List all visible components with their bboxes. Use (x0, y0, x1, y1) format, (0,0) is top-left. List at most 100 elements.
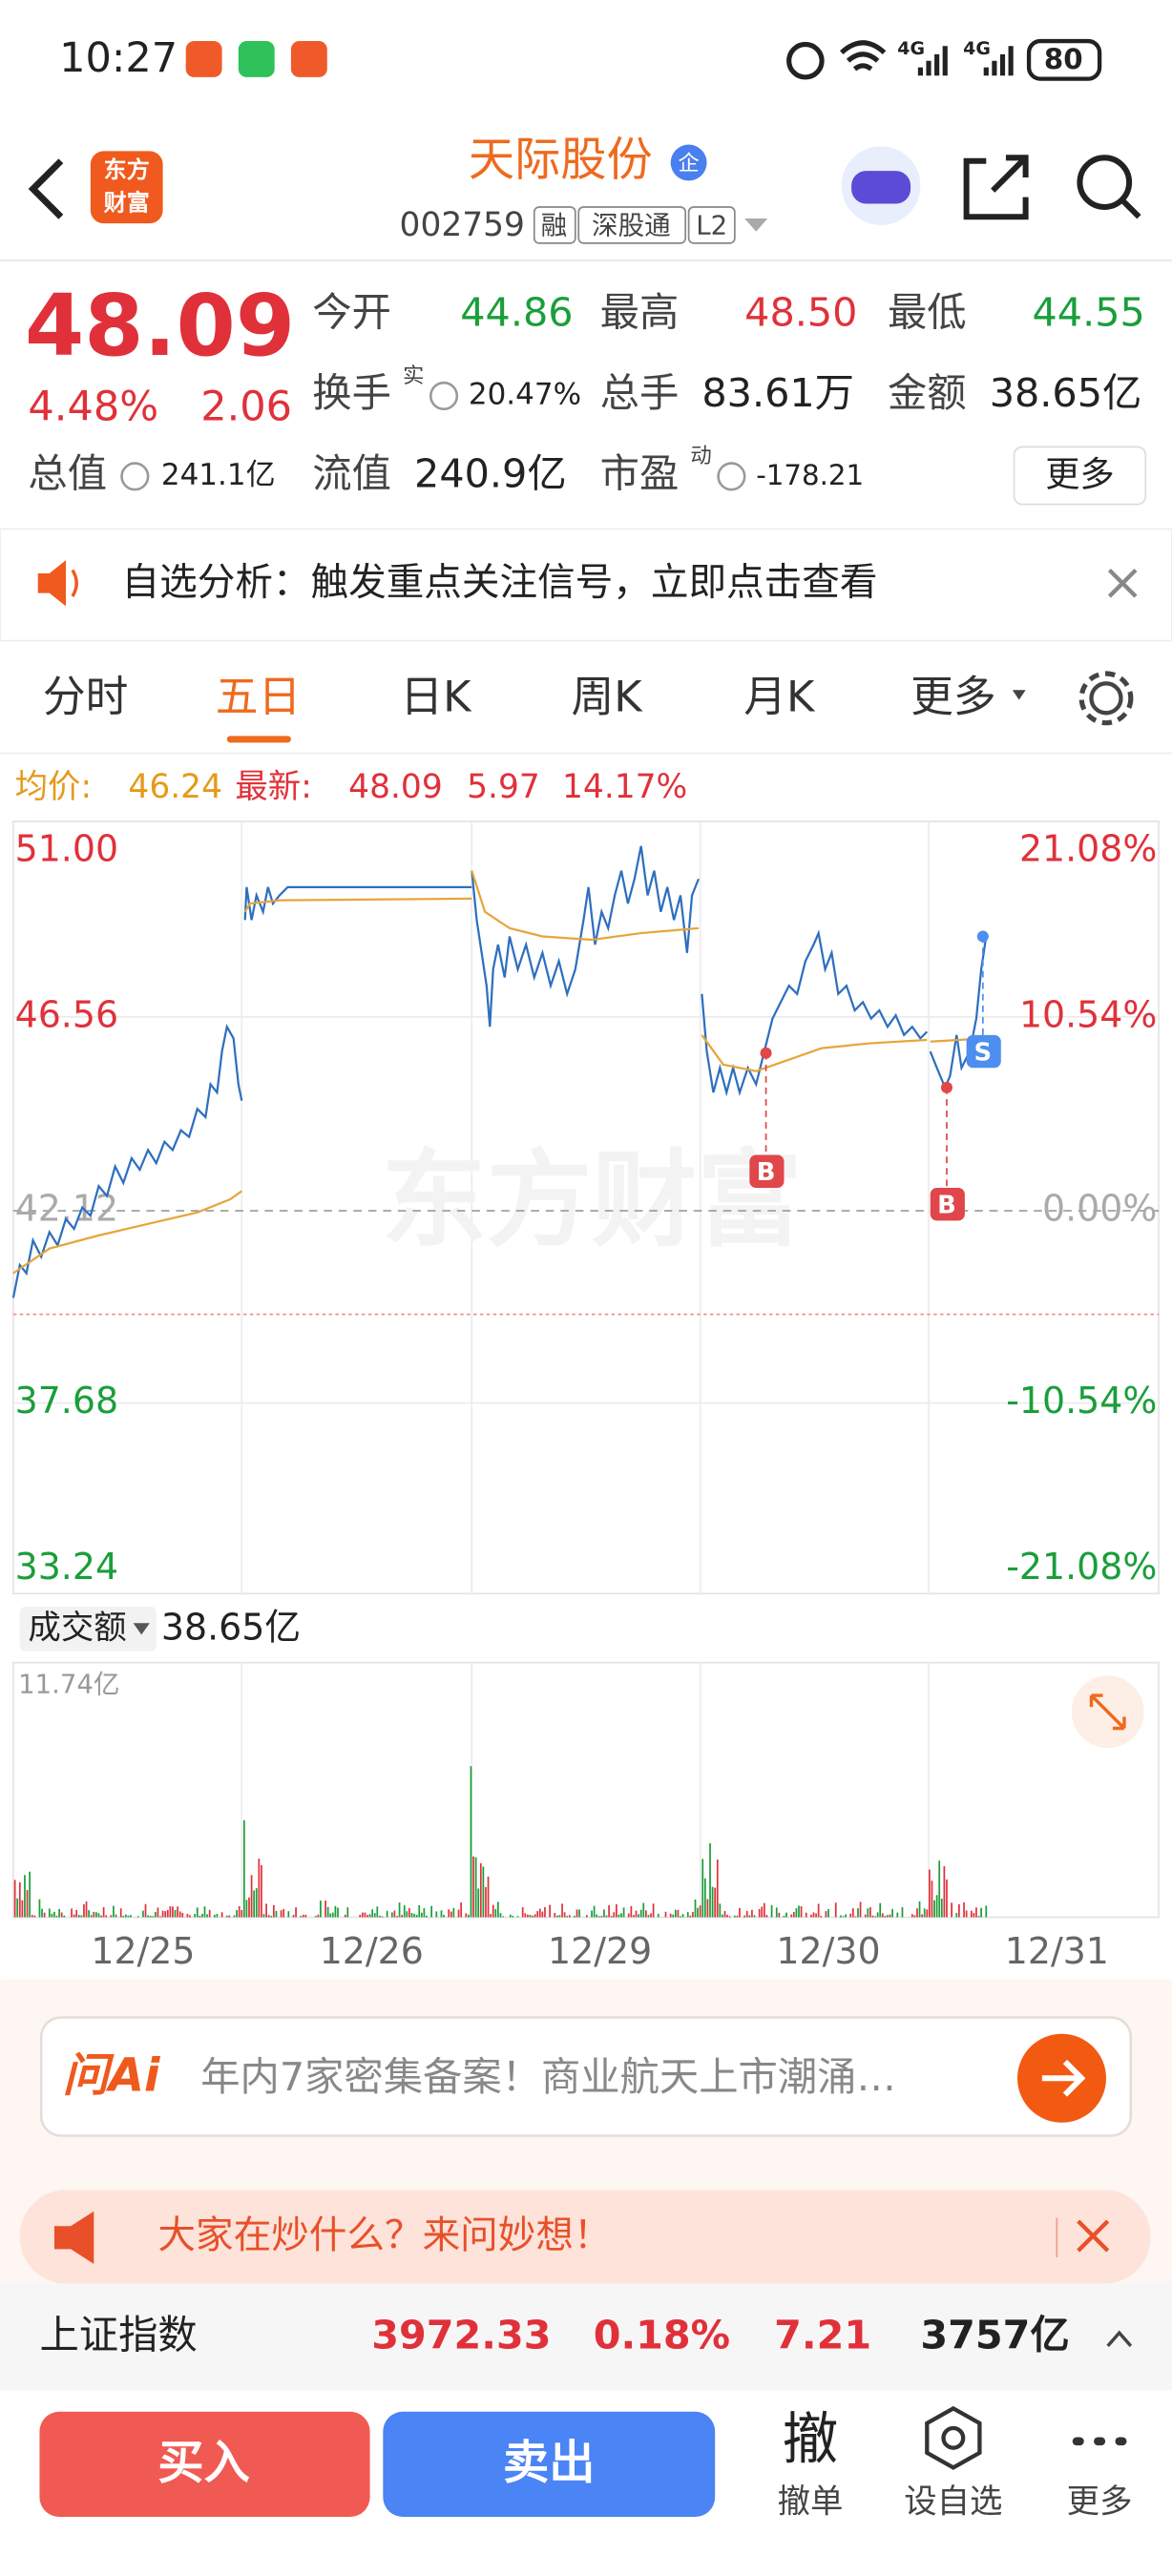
marker-dot (760, 1047, 772, 1059)
promo-banner[interactable] (19, 2190, 1151, 2284)
promo-text[interactable]: 大家在炒什么？来问妙想！ (157, 2213, 611, 2257)
logo (90, 151, 163, 224)
stat-label: 金额 (888, 370, 967, 416)
stat-sup: 实 (403, 364, 424, 388)
date-label: 12/29 (548, 1930, 652, 1972)
pct-tick-label: 0.00% (1042, 1188, 1157, 1230)
tab[interactable]: 月K (743, 672, 816, 722)
index-change-pct: 0.18% (594, 2312, 730, 2358)
close-button[interactable] (1107, 568, 1138, 598)
watchlist-icon-dot (941, 2425, 966, 2450)
badge-text: 企 (678, 152, 699, 177)
ai-logo: 问Ai (63, 2048, 162, 2102)
sell-button[interactable] (383, 2411, 716, 2518)
stat-label: 市盈 (600, 450, 680, 496)
dropdown-icon[interactable] (744, 218, 768, 232)
stat-value: 44.55 (1033, 290, 1145, 336)
buy-text[interactable]: 买入 (157, 2437, 249, 2490)
settings-button[interactable] (1089, 681, 1123, 716)
wifi-icon (840, 40, 887, 72)
price-tick-label: 33.24 (15, 1546, 118, 1588)
index-value: 3972.33 (371, 2312, 551, 2358)
price-line-day (701, 929, 929, 1097)
app-icon (290, 41, 327, 77)
expand-arrow[interactable] (1106, 2330, 1133, 2348)
tab[interactable]: 分时 (43, 672, 129, 722)
watchlist-icon[interactable] (925, 2405, 982, 2470)
more-button[interactable] (1013, 446, 1147, 506)
volume-selector-text[interactable]: 成交额 (28, 1610, 126, 1648)
index-bar[interactable] (0, 2283, 1172, 2391)
tab[interactable]: 更多 (910, 672, 996, 722)
notice-bar[interactable] (0, 528, 1172, 642)
ai-box[interactable] (39, 2016, 1133, 2137)
cancel-label[interactable]: 撤单 (778, 2483, 844, 2522)
price: 48.09 (25, 277, 295, 376)
selector-arrow (133, 1623, 150, 1635)
sell-marker[interactable] (966, 1034, 1001, 1069)
price-line-day (243, 885, 472, 921)
stat-label: 换手 (312, 370, 391, 416)
notice-text[interactable]: 自选分析：触发重点关注信号，立即点击查看 (122, 561, 878, 605)
stat-label: 总值 (28, 450, 107, 496)
tag-text: 深股通 (592, 211, 671, 241)
network-label: 4G (897, 38, 925, 59)
volume-selector[interactable] (19, 1607, 157, 1652)
volume-bars (13, 1766, 988, 1918)
tag-text: 融 (541, 211, 568, 241)
chart-frame (12, 821, 1160, 1595)
megaphone-icon (53, 2211, 94, 2264)
tab[interactable]: 五日 (216, 672, 302, 722)
settings-gear (1078, 671, 1134, 726)
info-icon (120, 462, 150, 491)
stat-label: 流值 (312, 450, 391, 496)
watchlist-label[interactable]: 设自选 (904, 2483, 1002, 2522)
more-label[interactable]: 更多 (1067, 2483, 1133, 2522)
stat-value: 240.9亿 (414, 450, 567, 496)
tab[interactable]: 日K (400, 672, 472, 722)
buy-marker-line (764, 1052, 948, 1188)
tag-text: L2 (696, 211, 727, 241)
stat-sup: 动 (690, 444, 711, 468)
ai-text[interactable]: 年内7家密集备案！商业航天上市潮涌… (200, 2054, 896, 2100)
search-button[interactable] (1077, 155, 1133, 210)
speaker-wave (71, 569, 78, 597)
more-button-text[interactable]: 更多 (1045, 453, 1114, 494)
avg-label: 均价: (15, 768, 92, 806)
price-line-day (11, 1024, 243, 1298)
change: 2.06 (200, 383, 292, 430)
tab-dropdown (1012, 690, 1026, 700)
buy-marker-label: B (757, 1158, 776, 1187)
date-axis: 12/25 12/26 12/29 12/30 12/31 (91, 1930, 1109, 1972)
close-button[interactable] (1077, 2219, 1110, 2253)
buy-marker[interactable] (930, 1187, 965, 1221)
avg-line (12, 870, 987, 1275)
index-amount: 3757亿 (920, 2312, 1069, 2358)
badge (670, 144, 707, 181)
cancel-icon[interactable]: 撤 (783, 2407, 839, 2472)
arrow-icon (1041, 2059, 1086, 2097)
share-button[interactable] (963, 155, 1029, 220)
buy-button[interactable] (39, 2411, 370, 2518)
tag (577, 206, 687, 244)
latest-change: 5.97 (467, 768, 540, 806)
buy-marker-label: B (937, 1191, 956, 1219)
stat-value: 241.1亿 (161, 458, 276, 492)
change-pct: 4.48% (28, 383, 158, 430)
back-button[interactable] (28, 158, 64, 219)
info-icon (429, 381, 459, 411)
sell-text[interactable]: 卖出 (503, 2437, 595, 2490)
battery-level: 80 (1044, 43, 1083, 75)
price-line-day (471, 845, 700, 1028)
logo-text: 东方 (104, 156, 150, 183)
tab[interactable]: 周K (571, 672, 643, 722)
pct-tick-label: 10.54% (1019, 993, 1157, 1035)
logo-text: 财富 (104, 190, 150, 217)
marker-dot (940, 1081, 952, 1093)
buy-marker[interactable] (749, 1154, 785, 1188)
marker-dot (976, 930, 989, 943)
stats: 今开 44.86 最高 48.50 最低 44.55 换手 实 20.47% 总手 83.61万 金额… (28, 290, 1144, 497)
search-handle (1120, 197, 1141, 219)
